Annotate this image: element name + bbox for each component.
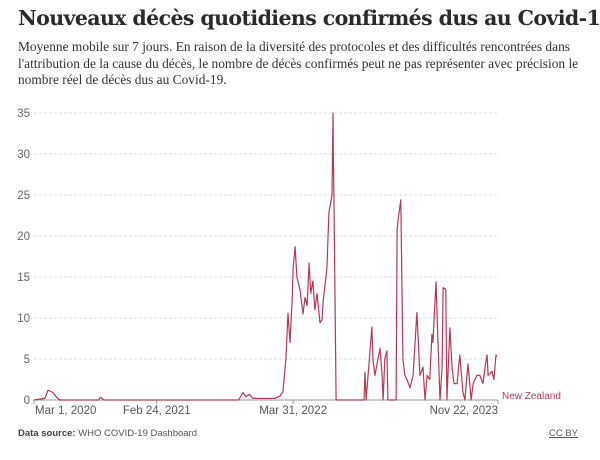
series-label: New Zealand bbox=[502, 391, 561, 402]
data-source: Data source: WHO COVID-19 Dashboard bbox=[18, 428, 197, 439]
chart-subtitle: Moyenne mobile sur 7 jours. En raison de… bbox=[18, 39, 579, 87]
x-tick-label: Mar 1, 2020 bbox=[35, 405, 96, 417]
series-line-new-zealand bbox=[33, 112, 498, 401]
data-source-label: Data source: bbox=[18, 428, 76, 439]
y-tick-label: 15 bbox=[17, 272, 30, 284]
chart-title: Nouveaux décès quotidiens confirmés dus … bbox=[18, 6, 600, 30]
y-tick-label: 25 bbox=[17, 190, 30, 202]
x-tick-label: Mar 31, 2022 bbox=[259, 405, 327, 417]
x-tick-label: Feb 24, 2021 bbox=[123, 405, 191, 417]
y-tick-label: 5 bbox=[24, 354, 30, 366]
y-tick-label: 30 bbox=[17, 149, 30, 161]
x-tick-label: Nov 22, 2023 bbox=[430, 405, 498, 417]
y-tick-label: 0 bbox=[24, 395, 30, 407]
license-link[interactable]: CC BY bbox=[548, 428, 578, 439]
data-source-value: WHO COVID-19 Dashboard bbox=[78, 428, 197, 439]
y-tick-label: 10 bbox=[17, 313, 30, 325]
y-tick-label: 20 bbox=[17, 231, 30, 243]
y-tick-label: 35 bbox=[17, 108, 30, 120]
